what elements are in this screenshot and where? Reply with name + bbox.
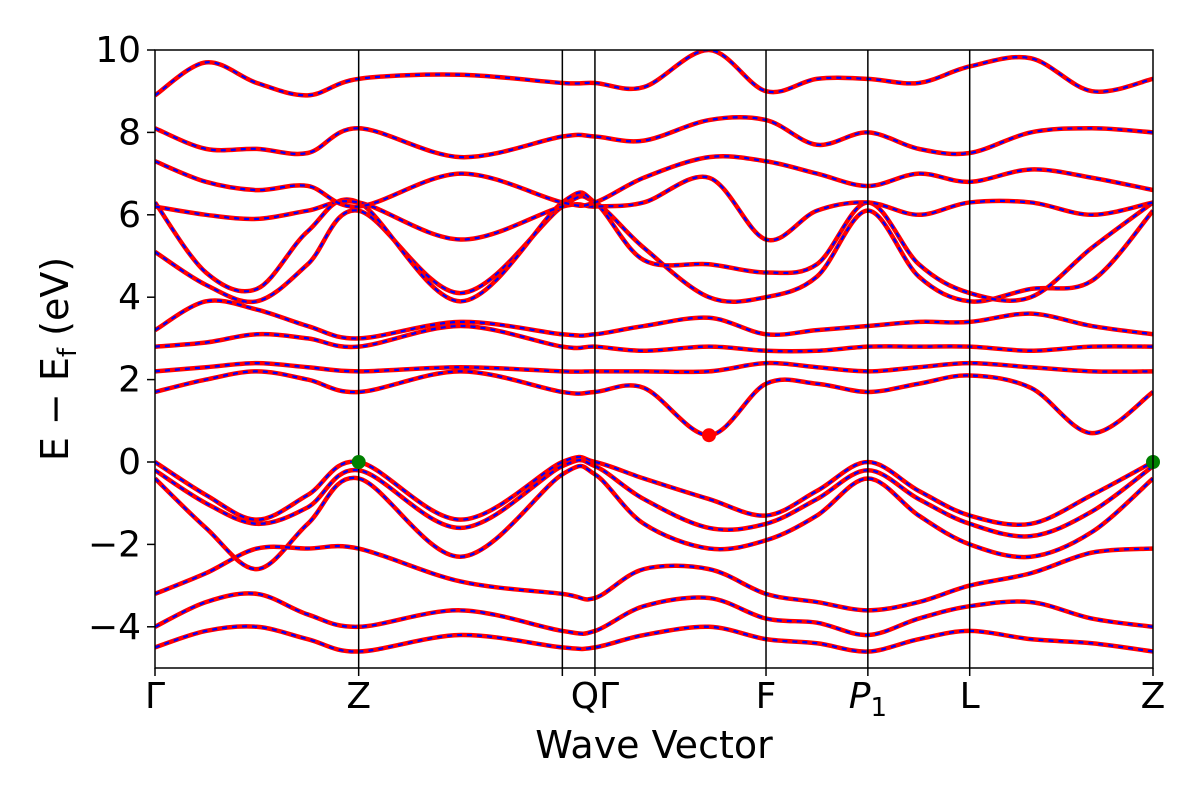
y-axis-label-sub: f: [53, 347, 83, 357]
band-line-0: [155, 454, 1153, 527]
y-axis-label: E − Ef (eV): [33, 257, 83, 461]
band-line-15: [155, 50, 1153, 98]
band-line-14: [155, 114, 1153, 160]
band-dash-4: [155, 592, 1153, 637]
y-tick-label: 0: [118, 442, 141, 483]
bands-layer: [155, 50, 1153, 654]
band-line-11: [155, 190, 1153, 304]
x-axis-ticks: Γ Z QΓ F P1 L Z: [145, 668, 1165, 723]
band-dash-2: [155, 465, 1153, 571]
band-line-6: [155, 369, 1153, 438]
band-dash-1: [155, 459, 1153, 538]
y-tick-label: 10: [95, 30, 141, 71]
x-tick-label: L: [960, 676, 980, 717]
high-symmetry-lines: [357, 50, 971, 668]
y-axis-label-main: E − E: [33, 357, 77, 461]
band-dash-11: [155, 191, 1153, 303]
y-axis-ticks: −4 −2 0 2 4 6 8 10: [88, 30, 155, 648]
band-dash-3: [155, 545, 1153, 612]
band-dash-15: [155, 50, 1153, 97]
extremum-markers: [351, 428, 1160, 469]
cbm-marker-2: [701, 428, 716, 443]
y-axis-label-units: (eV): [33, 257, 77, 336]
band-dash-12: [155, 175, 1153, 242]
x-tick-label: Z: [1141, 676, 1166, 717]
band-line-9: [155, 298, 1153, 341]
band-dash-5: [155, 625, 1153, 653]
band-dash-9: [155, 299, 1153, 340]
band-dash-10: [155, 195, 1153, 304]
vbm-marker-0: [351, 455, 366, 469]
y-axis-label-unit: [33, 336, 77, 348]
y-tick-label: −2: [88, 524, 141, 565]
x-tick-label: Z: [346, 676, 371, 717]
y-tick-label: 6: [118, 195, 141, 236]
x-axis-label: Wave Vector: [535, 723, 773, 767]
y-tick-label: −4: [88, 607, 141, 648]
y-tick-label: 4: [118, 277, 141, 318]
plot-frame: [154, 49, 1154, 669]
band-dash-0: [155, 455, 1153, 526]
x-tick-label: QΓ: [571, 676, 619, 717]
y-tick-label: 8: [118, 112, 141, 153]
x-tick-label: Γ: [145, 676, 165, 717]
x-tick-label: P1: [849, 676, 887, 723]
y-tick-label: 2: [118, 360, 141, 401]
band-dash-7: [155, 361, 1153, 374]
x-tick-label: F: [756, 676, 777, 717]
